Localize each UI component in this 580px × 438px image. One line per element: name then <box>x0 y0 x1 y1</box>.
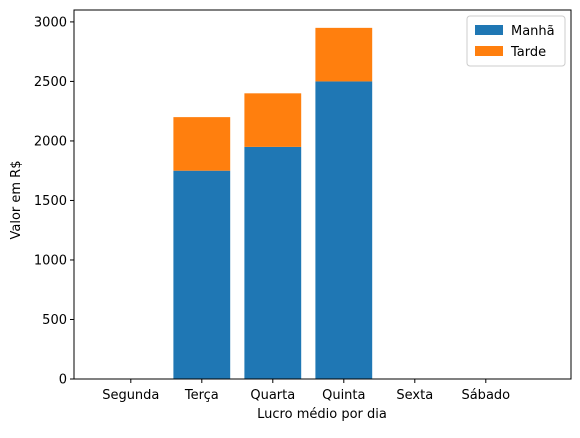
y-tick-label: 3000 <box>34 15 67 30</box>
y-tick-label: 500 <box>42 313 67 328</box>
y-axis-title: Valor em R$ <box>9 161 24 240</box>
y-tick-label: 2500 <box>34 75 67 90</box>
legend-label-manhã: Manhã <box>511 24 555 39</box>
x-tick-label: Terça <box>184 388 219 403</box>
x-tick-label: Segunda <box>102 388 159 403</box>
bar-manhã-quinta <box>315 81 373 379</box>
y-tick-label: 2000 <box>34 134 67 149</box>
x-tick-label: Sábado <box>461 388 510 403</box>
plot-frame <box>73 9 572 380</box>
bar-manhã-quarta <box>244 146 302 379</box>
bars-layer <box>173 27 373 379</box>
bar-tarde-terça <box>173 117 231 171</box>
axes-layer: 0 500 1000 1500 2000 2500 3000 Segunda Terça Quar… <box>34 9 572 403</box>
x-tick-label: Quinta <box>322 388 365 403</box>
y-tick-label: 1000 <box>34 253 67 268</box>
x-tick-label: Sexta <box>396 388 433 403</box>
legend-label-tarde: Tarde <box>510 45 546 60</box>
legend-swatch-manhã <box>475 25 503 35</box>
bar-manhã-terça <box>173 170 231 379</box>
x-axis-title: Lucro médio por dia <box>257 407 387 422</box>
bar-tarde-quinta <box>315 27 373 82</box>
legend: Manhã Tarde <box>466 15 566 67</box>
legend-swatch-tarde <box>475 46 503 56</box>
x-tick-label: Quarta <box>250 388 295 403</box>
y-tick-label: 0 <box>59 373 67 388</box>
bar-tarde-quarta <box>244 93 302 147</box>
y-tick-label: 1500 <box>34 194 67 209</box>
